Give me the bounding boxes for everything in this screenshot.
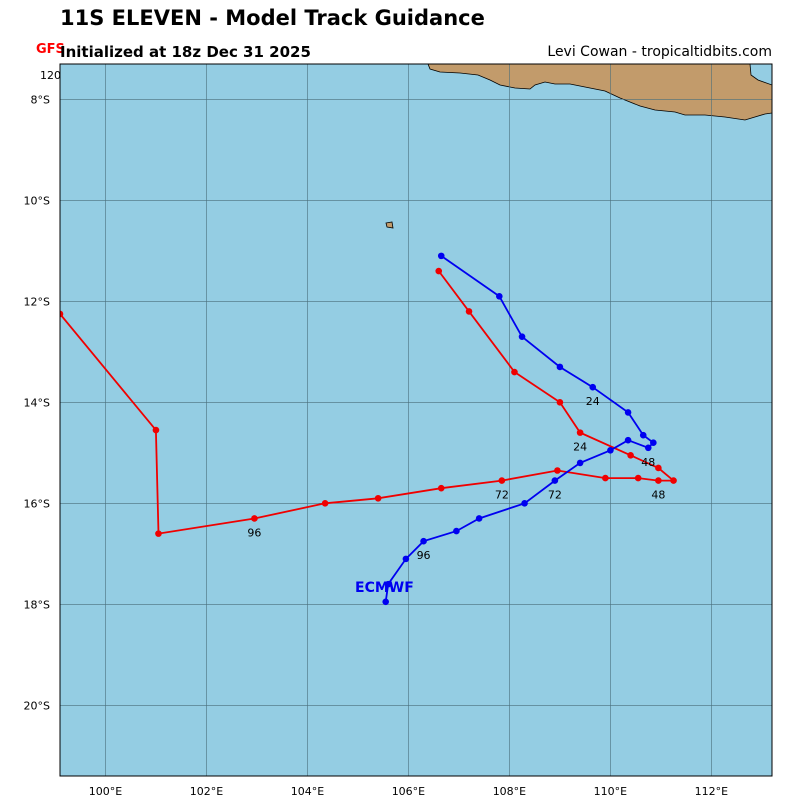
ecmwf-track-point bbox=[624, 409, 632, 416]
ecmwf-track-point bbox=[556, 363, 564, 371]
gfs-track-point bbox=[498, 477, 506, 484]
gfs-legend-tag: GFS bbox=[36, 42, 65, 57]
gfs-track-point bbox=[374, 494, 382, 502]
lon-tick-label: 100°E bbox=[89, 785, 122, 798]
lon-tick-label: 110°E bbox=[594, 785, 627, 798]
ecmwf-track-point bbox=[382, 598, 390, 606]
ecmwf-track-point bbox=[518, 333, 526, 340]
lat-tick-label: 10°S bbox=[24, 194, 50, 207]
map-title: 11S ELEVEN - Model Track Guidance bbox=[60, 6, 485, 30]
credit-text: Levi Cowan - tropicaltidbits.com bbox=[547, 44, 772, 60]
ecmwf-hour-label: 72 bbox=[548, 489, 562, 502]
gfs-track-point bbox=[655, 464, 662, 472]
gfs-track-point bbox=[251, 515, 258, 522]
ecmwf-track-point bbox=[644, 444, 652, 452]
gfs-track-point bbox=[670, 477, 677, 484]
java-east-inlet bbox=[749, 64, 772, 86]
lon-tick-label: 104°E bbox=[291, 785, 324, 798]
ecmwf-track-point bbox=[437, 252, 445, 260]
ecmwf-track-point bbox=[475, 515, 483, 522]
ecmwf-track-point bbox=[496, 292, 503, 300]
ocean-background bbox=[60, 64, 772, 776]
gfs-track-point bbox=[576, 429, 584, 436]
plot-frame bbox=[59, 63, 773, 777]
lat-tick-label: 16°S bbox=[24, 497, 50, 510]
gfs-track-point bbox=[602, 474, 609, 482]
gfs-hour-label: 96 bbox=[247, 526, 261, 539]
ecmwf-track-point bbox=[551, 477, 559, 484]
gfs-track-point bbox=[437, 484, 445, 492]
gfs-hour-label: 24 bbox=[573, 441, 587, 454]
gfs-track-point bbox=[60, 310, 64, 318]
ecmwf-track-point bbox=[384, 580, 392, 588]
lat-tick-label: 20°S bbox=[24, 699, 50, 712]
ecmwf-track-point bbox=[420, 537, 427, 545]
gfs-track-point bbox=[321, 500, 329, 507]
ecmwf-track-point bbox=[453, 527, 460, 535]
lat-tick-label: 14°S bbox=[24, 396, 50, 409]
axis-labels: 100°E 102°E 104°E 106°E 108°E 110°E 112°E 8°S 10… bbox=[24, 93, 729, 798]
ecmwf-model-label: ECMWF bbox=[355, 580, 414, 596]
gfs-hour-label: 48 bbox=[651, 489, 665, 502]
lon-tick-label: 108°E bbox=[493, 785, 526, 798]
ecmwf-hour-label: 24 bbox=[586, 395, 600, 408]
java-coastline-land bbox=[427, 64, 772, 121]
init-time-subtitle: Initialized at 18z Dec 31 2025 bbox=[60, 43, 311, 61]
gfs-track-point bbox=[556, 399, 564, 406]
graticule-grid bbox=[60, 64, 772, 776]
ecmwf-track-point bbox=[576, 459, 584, 467]
ecmwf-track-point bbox=[521, 500, 528, 507]
lat-tick-label: 12°S bbox=[24, 295, 50, 308]
ecmwf-track-point bbox=[589, 383, 597, 391]
gfs-track-point bbox=[435, 267, 443, 275]
ecmwf-track-point bbox=[639, 431, 647, 439]
gfs-track-point bbox=[152, 426, 160, 434]
lon-tick-label: 102°E bbox=[190, 785, 223, 798]
lat-tick-label: 18°S bbox=[24, 598, 50, 611]
gfs-track-point bbox=[155, 530, 162, 537]
small-island bbox=[385, 221, 394, 229]
ecmwf-track-point bbox=[624, 436, 632, 444]
model-tracks: 24 48 72 96 24 48 72 96 bbox=[60, 252, 677, 606]
ecmwf-hour-label: 48 bbox=[641, 456, 655, 469]
ecmwf-track-point bbox=[402, 555, 410, 563]
gfs-track-point bbox=[634, 474, 642, 482]
gfs-track-point bbox=[465, 308, 473, 315]
ecmwf-track-point bbox=[650, 439, 657, 447]
gfs-track-point bbox=[511, 368, 518, 376]
gfs-track-point bbox=[627, 452, 634, 459]
gfs-track-line bbox=[60, 270, 676, 535]
ecmwf-track-point bbox=[607, 446, 614, 454]
lon-tick-label: 112°E bbox=[695, 785, 728, 798]
ecmwf-track-line bbox=[384, 255, 655, 602]
gfs-track-point bbox=[655, 477, 662, 484]
lat-tick-label: 8°S bbox=[31, 93, 50, 106]
gfs-hour-label: 72 bbox=[495, 489, 509, 502]
partial-hour-label: 120 bbox=[40, 69, 61, 82]
lon-tick-label: 106°E bbox=[392, 785, 425, 798]
gfs-track-point bbox=[554, 467, 561, 474]
ecmwf-hour-label: 96 bbox=[417, 549, 431, 562]
